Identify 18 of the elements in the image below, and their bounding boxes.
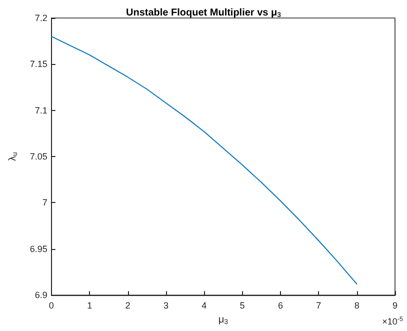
x-tick-label: 8	[354, 300, 360, 311]
x-tick-label: 2	[125, 300, 130, 311]
y-tick-label: 7.05	[30, 152, 48, 162]
line-series	[50, 36, 358, 285]
y-tick-label: 7.1	[34, 105, 48, 116]
x-tick-label: 7	[316, 300, 322, 311]
y-tick-label: 7.2	[34, 13, 48, 23]
x-tick-label: 6	[278, 300, 283, 311]
x-tick-label: 0	[48, 300, 54, 311]
y-tick-label: 6.95	[30, 244, 48, 254]
y-tick-label: 7.15	[30, 59, 48, 70]
y-tick-label: 7	[42, 198, 48, 208]
x-tick-label: 5	[240, 300, 245, 311]
x-tick-label: 9	[392, 300, 398, 311]
x-tick-label: 3	[163, 300, 168, 311]
x-tick-label: 1	[87, 300, 92, 311]
x-tick-label: 4	[202, 300, 207, 311]
y-tick-label: 6.9	[34, 290, 48, 300]
